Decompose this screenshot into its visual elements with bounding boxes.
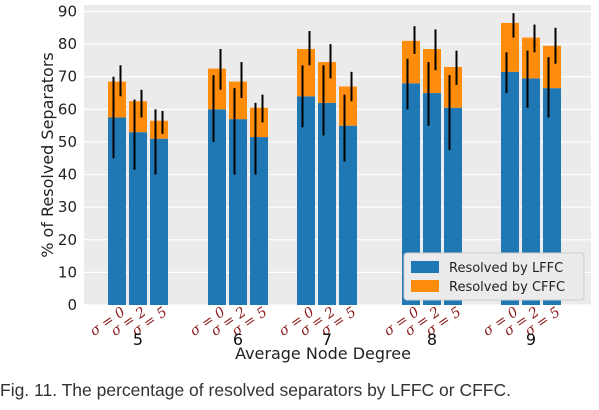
bar-cffc [297,49,315,97]
bar-lffc [250,137,268,305]
y-tick-label: 10 [58,263,77,281]
bar-cffc [522,37,540,79]
y-tick-label: 20 [58,231,77,249]
bar-lffc [402,83,420,306]
bar-cffc [250,107,268,138]
group-label: 6 [233,330,243,349]
bar-lffc [150,138,168,305]
bar-cffc [402,40,420,84]
bar-lffc [108,117,126,305]
error-bars [112,13,557,175]
bar-cffc [208,68,226,110]
y-axis-ticks: 0 10 20 30 40 50 60 70 80 90 [58,3,77,314]
bar-lffc [229,119,247,305]
bar-lffc [543,88,561,305]
bar-cffc [108,81,126,118]
legend-label-cffc: Resolved by CFFC [449,280,565,295]
bar-cffc [444,66,462,108]
legend: Resolved by LFFC Resolved by CFFC [403,252,585,301]
figure-caption: Fig. 11. The percentage of resolved sepa… [0,380,511,400]
y-tick-label: 50 [58,133,77,151]
y-tick-label: 80 [58,35,77,53]
y-tick-label: 60 [58,100,77,118]
bar-lffc [339,125,357,305]
y-tick-label: 70 [58,68,77,86]
bar-lffc [423,93,441,305]
bar-lffc [129,132,147,305]
legend-label-lffc: Resolved by LFFC [449,261,563,276]
bar-lffc [522,78,540,305]
group-label: 5 [133,330,143,349]
legend-box [403,252,585,301]
bar-cffc [543,45,561,89]
bars [108,22,561,306]
group-label: 9 [526,330,536,349]
legend-swatch-cffc [411,280,439,292]
y-tick-label: 90 [58,3,77,21]
x-axis-labels: σ = 0σ = 2σ = 55 σ = 0σ = 2σ = 56 σ = 0σ =… [87,304,563,349]
x-axis-label: Average Node Degree [235,344,411,363]
bar-lffc [501,71,519,305]
bar-cffc [229,81,247,120]
group-label: 7 [322,330,332,349]
bar-lffc [208,109,226,305]
bar-lffc [297,96,315,305]
bar-cffc [318,62,336,103]
y-tick-label: 0 [67,296,77,314]
y-axis-label: % of Resolved Separators [38,52,57,257]
bar-cffc [129,101,147,133]
group-label: 8 [427,330,437,349]
bar-cffc [501,22,519,72]
y-tick-label: 40 [58,166,77,184]
bar-cffc [339,86,357,126]
legend-swatch-lffc [411,261,439,273]
y-tick-label: 30 [58,198,77,216]
bar-lffc [318,102,336,306]
bar-cffc [150,120,168,139]
bar-cffc [423,49,441,94]
